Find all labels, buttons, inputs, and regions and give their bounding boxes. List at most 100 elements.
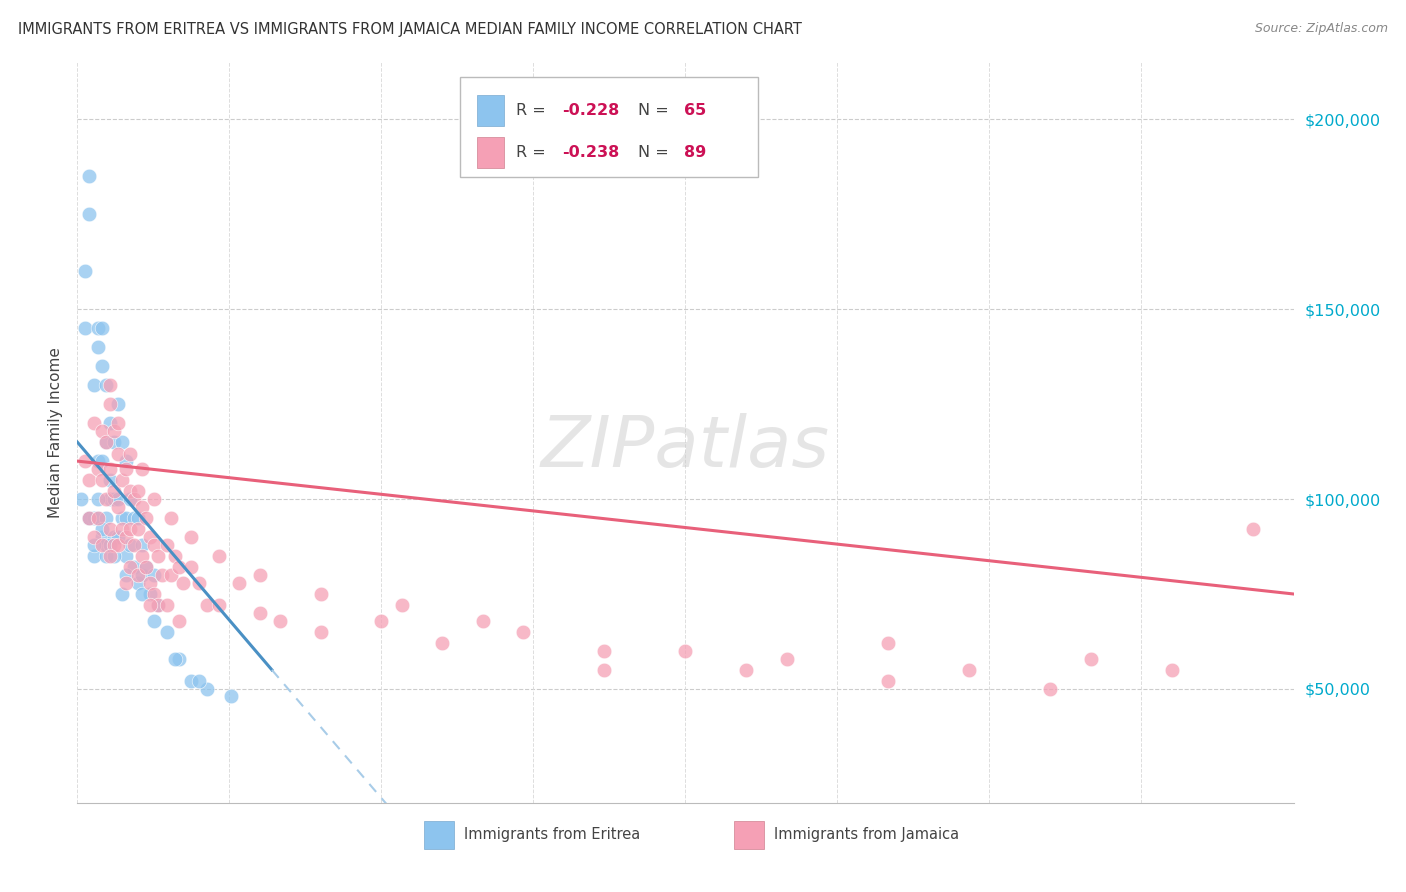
Point (118, 538, 141, 552)
Point (143, 587, 166, 601)
Point (127, 523, 149, 537)
Text: R =: R = (516, 103, 551, 119)
Point (86, 340, 108, 354)
Point (135, 560, 157, 574)
Point (94, 378, 117, 392)
Point (75, 321, 97, 335)
Point (98, 523, 121, 537)
Point (188, 575, 211, 590)
Point (167, 560, 190, 574)
Point (115, 575, 138, 590)
Point (370, 614, 392, 628)
Point (135, 511, 157, 525)
Point (79, 511, 101, 525)
Point (111, 435, 134, 450)
Point (139, 587, 162, 601)
Point (90, 454, 112, 468)
Point (103, 435, 125, 450)
Text: IMMIGRANTS FROM ERITREA VS IMMIGRANTS FROM JAMAICA MEDIAN FAMILY INCOME CORRELAT: IMMIGRANTS FROM ERITREA VS IMMIGRANTS FR… (18, 22, 803, 37)
Point (143, 614, 166, 628)
Point (122, 538, 145, 552)
Point (79, 473, 101, 487)
Point (70, 491, 93, 506)
Point (1039, 681, 1062, 696)
Point (111, 523, 134, 537)
Point (115, 549, 138, 563)
Point (86, 511, 108, 525)
Point (111, 473, 134, 487)
Point (148, 599, 170, 613)
Point (83, 530, 105, 544)
Point (83, 538, 105, 552)
Point (122, 560, 145, 574)
Point (90, 523, 112, 537)
Point (94, 511, 117, 525)
Point (877, 674, 900, 689)
Point (118, 560, 141, 574)
Text: ZIPatlas: ZIPatlas (541, 413, 830, 482)
Point (94, 538, 117, 552)
Point (75, 454, 97, 468)
Point (309, 587, 332, 601)
Point (675, 644, 697, 658)
Point (877, 636, 900, 650)
Point (208, 549, 231, 563)
Point (107, 500, 129, 514)
Point (79, 207, 101, 221)
Point (131, 538, 153, 552)
Point (94, 435, 117, 450)
Point (148, 599, 170, 613)
Text: R =: R = (516, 145, 551, 161)
Point (131, 500, 153, 514)
FancyBboxPatch shape (478, 137, 505, 169)
Point (269, 614, 291, 628)
Point (107, 530, 129, 544)
Point (103, 530, 125, 544)
Point (111, 511, 134, 525)
Point (90, 321, 112, 335)
Point (180, 530, 202, 544)
Point (115, 568, 138, 582)
Point (180, 674, 202, 689)
Point (1080, 651, 1102, 665)
Point (86, 454, 108, 468)
Point (593, 644, 616, 658)
Point (98, 416, 121, 430)
Point (159, 568, 181, 582)
Point (249, 606, 271, 620)
Point (249, 568, 271, 582)
Point (163, 549, 186, 563)
Point (98, 549, 121, 563)
Point (131, 549, 153, 563)
Point (103, 538, 125, 552)
Point (512, 624, 534, 639)
Point (127, 511, 149, 525)
Point (143, 568, 166, 582)
Point (152, 568, 174, 582)
Text: N =: N = (638, 103, 673, 119)
Point (107, 397, 129, 411)
Point (122, 511, 145, 525)
Point (90, 473, 112, 487)
Point (135, 560, 157, 574)
Point (90, 530, 112, 544)
Text: Immigrants from Eritrea: Immigrants from Eritrea (464, 827, 640, 842)
Point (163, 651, 186, 665)
Point (118, 523, 141, 537)
FancyBboxPatch shape (734, 821, 765, 848)
Point (1161, 663, 1184, 677)
Point (593, 663, 616, 677)
Point (86, 511, 108, 525)
Point (188, 674, 211, 689)
Point (90, 424, 112, 438)
Point (103, 491, 125, 506)
Point (471, 614, 494, 628)
Point (735, 663, 758, 677)
Point (139, 599, 162, 613)
Point (131, 568, 153, 582)
Point (98, 378, 121, 392)
Point (115, 461, 138, 475)
Point (115, 511, 138, 525)
Point (103, 549, 125, 563)
Point (79, 169, 101, 184)
